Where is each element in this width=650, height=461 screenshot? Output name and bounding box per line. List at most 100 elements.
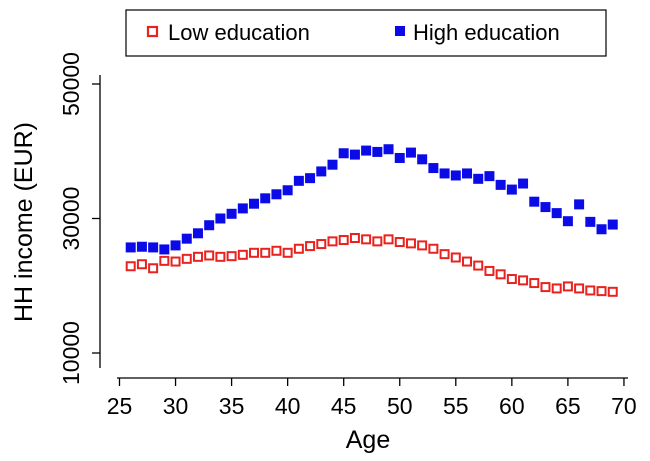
data-point bbox=[439, 168, 450, 179]
legend-marker-high-education bbox=[395, 26, 405, 36]
data-point bbox=[136, 241, 147, 252]
data-point bbox=[215, 251, 226, 262]
data-point bbox=[506, 184, 517, 195]
data-point bbox=[349, 233, 360, 244]
data-point bbox=[293, 243, 304, 254]
data-point bbox=[271, 189, 282, 200]
x-tick-label: 60 bbox=[499, 393, 525, 419]
x-tick-label: 40 bbox=[275, 393, 301, 419]
data-point bbox=[506, 274, 517, 285]
y-tick-label: 30000 bbox=[58, 187, 84, 251]
data-point bbox=[405, 238, 416, 249]
data-point bbox=[125, 242, 136, 253]
data-point bbox=[159, 244, 170, 255]
x-axis: 25 30 35 40 45 50 55 60 65 70 Age bbox=[107, 377, 637, 454]
data-point bbox=[394, 152, 405, 163]
y-axis: 10000 30000 50000 HH income (EUR) bbox=[10, 52, 101, 385]
data-point bbox=[271, 245, 282, 256]
data-point bbox=[204, 250, 215, 261]
data-point bbox=[361, 145, 372, 156]
data-point bbox=[316, 239, 327, 250]
data-point bbox=[159, 255, 170, 266]
data-point bbox=[596, 224, 607, 235]
x-tick-label: 50 bbox=[387, 393, 413, 419]
y-ticks: 10000 30000 50000 bbox=[58, 52, 100, 385]
x-tick-label: 35 bbox=[219, 393, 245, 419]
data-point bbox=[136, 259, 147, 270]
data-point bbox=[439, 249, 450, 260]
y-axis-title: HH income (EUR) bbox=[10, 122, 38, 322]
data-point bbox=[518, 178, 529, 189]
legend-marker-low-education bbox=[146, 25, 159, 38]
data-point bbox=[383, 144, 394, 155]
data-point bbox=[607, 286, 618, 297]
data-point bbox=[293, 175, 304, 186]
data-point bbox=[349, 149, 360, 160]
data-point bbox=[450, 252, 461, 263]
data-point bbox=[596, 286, 607, 297]
data-point bbox=[237, 203, 248, 214]
data-point bbox=[327, 159, 338, 170]
plot-area bbox=[125, 144, 618, 297]
data-point bbox=[282, 247, 293, 258]
legend-label-low-education: Low education bbox=[168, 20, 310, 45]
x-axis-title: Age bbox=[346, 426, 390, 454]
data-point bbox=[181, 233, 192, 244]
data-point bbox=[282, 185, 293, 196]
data-point bbox=[394, 237, 405, 248]
data-point bbox=[215, 213, 226, 224]
data-point bbox=[405, 147, 416, 158]
data-point bbox=[338, 235, 349, 246]
data-point bbox=[417, 240, 428, 251]
legend-label-high-education: High education bbox=[413, 20, 560, 45]
x-ticks: 25 30 35 40 45 50 55 60 65 70 bbox=[107, 378, 637, 419]
data-point bbox=[148, 263, 159, 274]
x-tick-label: 55 bbox=[443, 393, 469, 419]
data-point bbox=[585, 216, 596, 227]
data-point bbox=[462, 256, 473, 267]
data-point bbox=[383, 234, 394, 245]
x-tick-label: 25 bbox=[107, 393, 133, 419]
data-point bbox=[473, 173, 484, 184]
data-point bbox=[562, 281, 573, 292]
x-tick-label: 30 bbox=[163, 393, 189, 419]
data-point bbox=[372, 146, 383, 157]
data-point bbox=[170, 240, 181, 251]
data-point bbox=[450, 170, 461, 181]
data-point bbox=[316, 166, 327, 177]
data-point bbox=[338, 148, 349, 159]
data-point bbox=[226, 251, 237, 262]
data-point bbox=[473, 260, 484, 271]
x-tick-label: 45 bbox=[331, 393, 357, 419]
data-point bbox=[495, 269, 506, 280]
series-low-education bbox=[125, 233, 618, 297]
data-point bbox=[204, 220, 215, 231]
data-point bbox=[551, 283, 562, 294]
data-point bbox=[574, 199, 585, 210]
data-point bbox=[462, 168, 473, 179]
data-point bbox=[540, 282, 551, 293]
data-point bbox=[260, 247, 271, 258]
data-point bbox=[192, 251, 203, 262]
x-tick-label: 70 bbox=[611, 393, 637, 419]
legend-box bbox=[125, 9, 607, 57]
y-tick-label: 50000 bbox=[58, 52, 84, 116]
data-point bbox=[305, 173, 316, 184]
data-point bbox=[518, 275, 529, 286]
data-point bbox=[585, 285, 596, 296]
data-point bbox=[192, 228, 203, 239]
data-point bbox=[417, 154, 428, 165]
data-point bbox=[495, 179, 506, 190]
data-point bbox=[540, 202, 551, 213]
data-point bbox=[305, 241, 316, 252]
data-point bbox=[327, 236, 338, 247]
data-point bbox=[372, 236, 383, 247]
data-point bbox=[574, 283, 585, 294]
data-point bbox=[249, 247, 260, 258]
data-point bbox=[529, 278, 540, 289]
data-point bbox=[249, 198, 260, 209]
y-tick-label: 10000 bbox=[58, 321, 84, 385]
data-point bbox=[607, 219, 618, 230]
data-point bbox=[361, 234, 372, 245]
series-high-education bbox=[125, 144, 618, 255]
